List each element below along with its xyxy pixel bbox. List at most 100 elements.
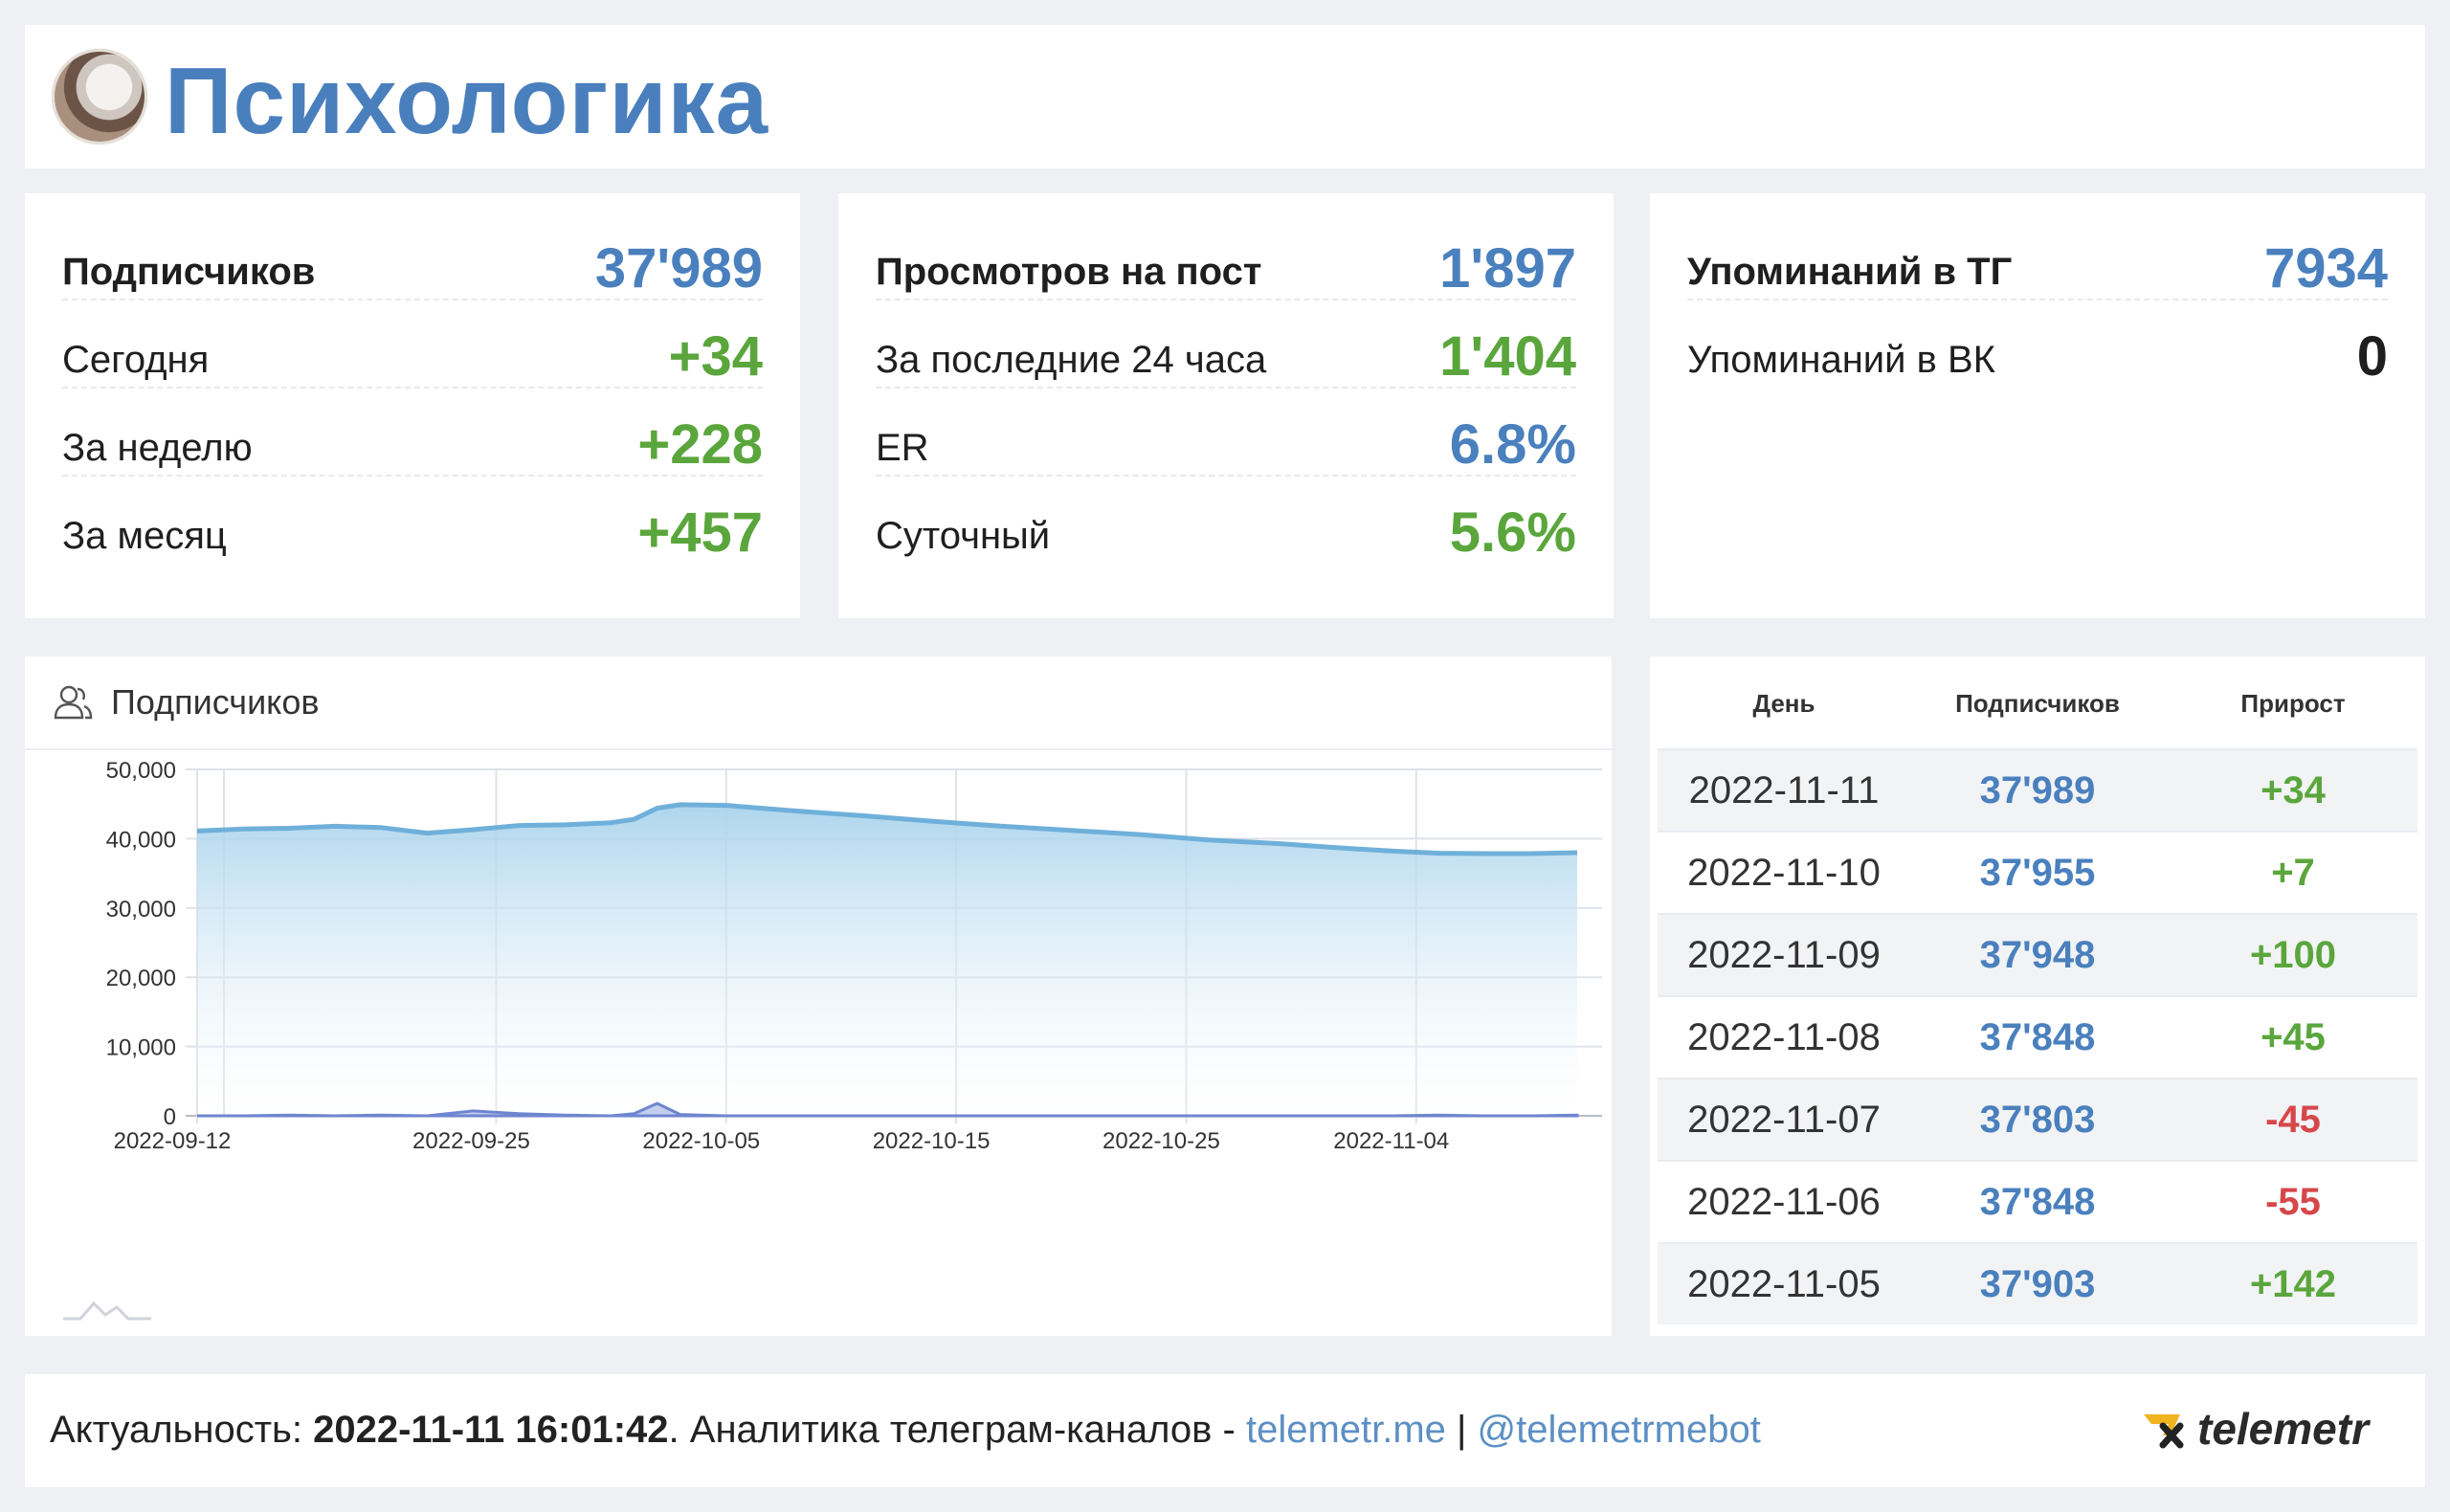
stat-row-mentions-vk: Упоминаний в ВК 0 <box>1687 300 2388 387</box>
cell-growth: -45 <box>2265 1099 2321 1141</box>
cell-growth: +142 <box>2249 1263 2337 1305</box>
x-tick-label: 2022-10-25 <box>1102 1128 1220 1154</box>
cell-subscribers: 37'903 <box>1979 1263 2096 1305</box>
subscribers-stats-card: Подписчиков 37'989 Сегодня +34 За неделю… <box>25 193 800 618</box>
x-tick-label: 2022-10-05 <box>642 1128 760 1154</box>
stat-label: Сегодня <box>62 339 210 381</box>
stat-label: Подписчиков <box>62 251 316 293</box>
x-tick-label: 2022-11-04 <box>1333 1128 1449 1154</box>
actuality-label: Актуальность: <box>50 1409 314 1451</box>
table-row: 2022-11-09 37'948 +100 <box>1658 913 2417 995</box>
actuality-timestamp: 2022-11-11 16:01:42 <box>313 1409 669 1451</box>
subscribers-line <box>196 802 1578 856</box>
cell-day: 2022-11-06 <box>1687 1181 1881 1223</box>
stat-row-week: За неделю +228 <box>62 389 763 477</box>
cell-day: 2022-11-10 <box>1687 852 1881 894</box>
stat-row-subscribers: Подписчиков 37'989 <box>62 212 763 300</box>
y-tick-label: 30,000 <box>106 897 176 923</box>
channel-header: Психологика <box>25 25 2425 168</box>
cell-day: 2022-11-11 <box>1688 769 1880 812</box>
table-row: 2022-11-11 37'989 +34 <box>1658 748 2417 831</box>
telemetr-logo-icon <box>2144 1414 2184 1449</box>
stat-value: 37'989 <box>594 237 763 300</box>
stat-label: За месяц <box>62 515 227 557</box>
table-row: 2022-11-06 37'848 -55 <box>1658 1160 2417 1242</box>
cell-growth: +34 <box>2261 769 2326 812</box>
cell-subscribers: 37'989 <box>1979 769 2096 812</box>
stat-value: 1'897 <box>1439 237 1576 300</box>
daily-subscribers-table: День Подписчиков Прирост 2022-11-11 37'98… <box>1650 656 2425 1336</box>
stat-value: 6.8% <box>1449 413 1576 476</box>
column-header-subscribers[interactable]: Подписчиков <box>1955 689 2120 718</box>
subscribers-chart[interactable]: 0 10,000 20,000 30,000 40,000 50,000 2022-09-1… <box>25 748 1612 1284</box>
cell-day: 2022-11-08 <box>1687 1016 1881 1058</box>
footer: Актуальность: 2022-11-11 16:01:42. Анали… <box>25 1374 2425 1487</box>
cell-day: 2022-11-09 <box>1687 934 1881 976</box>
chart-title: Подписчиков <box>111 682 320 722</box>
stat-value: 0 <box>2356 325 2388 388</box>
mini-chart-icon[interactable] <box>61 1290 153 1324</box>
y-tick-label: 10,000 <box>106 1035 176 1061</box>
stat-row-er: ER 6.8% <box>876 389 1576 477</box>
table-header: День Подписчиков Прирост <box>1658 656 2417 748</box>
telemetr-site-link[interactable]: telemetr.me <box>1245 1409 1446 1451</box>
stat-value: 1'404 <box>1439 325 1576 388</box>
stat-label: Просмотров на пост <box>876 251 1262 293</box>
y-tick-label: 20,000 <box>106 966 176 991</box>
footer-text: Актуальность: 2022-11-11 16:01:42. Анали… <box>50 1411 1761 1449</box>
views-stats-card: Просмотров на пост 1'897 За последние 24… <box>838 193 1614 618</box>
stat-value: +228 <box>637 413 763 476</box>
table-row: 2022-11-08 37'848 +45 <box>1658 995 2417 1078</box>
cell-subscribers: 37'948 <box>1979 934 2096 976</box>
cell-growth: +100 <box>2249 934 2337 976</box>
telemetr-logo-text: telemetr <box>2197 1404 2369 1454</box>
table-row: 2022-11-05 37'903 +142 <box>1658 1242 2417 1324</box>
stat-row-daily-er: Суточный 5.6% <box>876 477 1576 563</box>
cell-day: 2022-11-05 <box>1687 1263 1881 1305</box>
cell-growth: +45 <box>2261 1016 2326 1058</box>
column-header-growth[interactable]: Прирост <box>2240 689 2346 718</box>
chart-header: Подписчиков <box>25 656 1612 750</box>
stat-label: За неделю <box>62 427 253 469</box>
subscribers-area <box>197 804 1577 1116</box>
daily-growth-area <box>197 1101 1579 1118</box>
channel-title: Психологика <box>165 48 769 153</box>
cell-day: 2022-11-07 <box>1687 1099 1881 1141</box>
users-icon <box>54 685 93 720</box>
stat-row-month: За месяц +457 <box>62 477 763 563</box>
stat-label: Суточный <box>876 515 1051 557</box>
x-tick-label: 2022-10-15 <box>873 1128 991 1154</box>
telemetr-bot-link[interactable]: @telemetrmebot <box>1477 1409 1761 1451</box>
cell-subscribers: 37'848 <box>1979 1016 2096 1058</box>
stat-value: 5.6% <box>1449 501 1576 564</box>
stat-row-views-per-post: Просмотров на пост 1'897 <box>876 212 1576 300</box>
telemetr-logo[interactable]: telemetr <box>2142 1401 2391 1458</box>
cell-growth: +7 <box>2271 852 2315 894</box>
stat-label: Упоминаний в ТГ <box>1687 251 2013 293</box>
y-tick-label: 0 <box>164 1104 176 1130</box>
stat-value: 7934 <box>2263 237 2388 300</box>
stat-label: ER <box>876 427 929 469</box>
x-tick-label: 2022-09-25 <box>412 1128 530 1154</box>
cell-growth: -55 <box>2265 1181 2321 1223</box>
footer-description: . Аналитика телеграм-каналов - <box>668 1409 1246 1451</box>
stat-row-views-24h: За последние 24 часа 1'404 <box>876 300 1576 389</box>
cell-subscribers: 37'803 <box>1979 1099 2096 1141</box>
column-header-day[interactable]: День <box>1752 689 1815 718</box>
footer-separator: | <box>1445 1409 1478 1451</box>
y-tick-label: 50,000 <box>106 758 176 784</box>
table-row: 2022-11-07 37'803 -45 <box>1658 1078 2417 1160</box>
x-tick-label: 2022-09-12 <box>114 1128 232 1154</box>
y-tick-label: 40,000 <box>106 827 176 853</box>
stat-row-mentions-tg: Упоминаний в ТГ 7934 <box>1687 212 2388 300</box>
channel-avatar[interactable] <box>52 49 147 145</box>
table-row: 2022-11-10 37'955 +7 <box>1658 831 2417 913</box>
mentions-stats-card: Упоминаний в ТГ 7934 Упоминаний в ВК 0 <box>1650 193 2425 618</box>
cell-subscribers: 37'848 <box>1979 1181 2096 1223</box>
stat-label: Упоминаний в ВК <box>1687 339 1995 381</box>
stat-row-today: Сегодня +34 <box>62 300 763 389</box>
cell-subscribers: 37'955 <box>1979 852 2096 894</box>
subscribers-chart-card: Подписчиков 0 10,000 20,000 30,000 40,000 50,… <box>25 656 1612 1336</box>
stat-value: +34 <box>668 325 763 388</box>
stat-label: За последние 24 часа <box>876 339 1267 381</box>
